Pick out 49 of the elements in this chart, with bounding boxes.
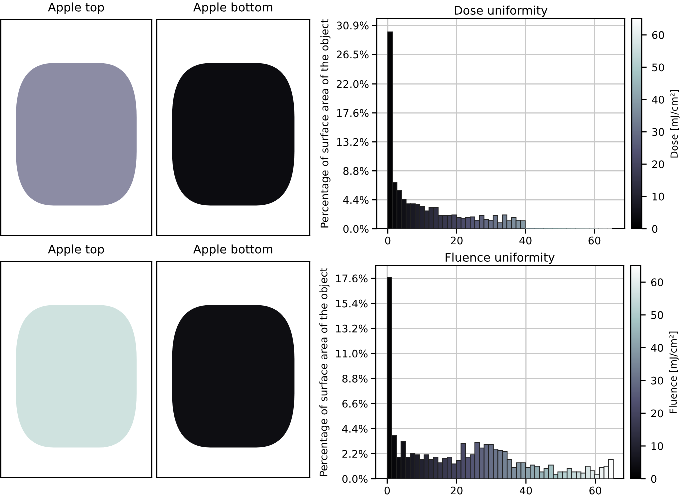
y-tick-label: 30.9% bbox=[337, 22, 369, 30]
chart-title: Fluence uniformity bbox=[446, 252, 555, 264]
color-bar-label: 10 bbox=[652, 192, 664, 201]
color-bar-title: Dose [mJ/cm²] bbox=[670, 90, 680, 158]
color-bar-label: 0 bbox=[651, 475, 657, 484]
y-axis-title: Percentage of surface area of the object bbox=[320, 268, 330, 476]
y-tick-label: 17.6% bbox=[337, 109, 369, 118]
y-tick-label: 17.6% bbox=[336, 274, 368, 283]
text: Apple top bbox=[48, 244, 104, 256]
y-tick-label: 4.4% bbox=[342, 425, 368, 433]
x-tick-label: 40 bbox=[520, 486, 532, 495]
color-bar-label: 50 bbox=[652, 64, 664, 72]
text: Apple bottom bbox=[194, 2, 273, 14]
y-tick-label: 6.6% bbox=[342, 400, 368, 408]
y-tick-label: 8.8% bbox=[342, 374, 368, 383]
color-bar-label: 60 bbox=[651, 278, 664, 286]
y-tick-label: 26.5% bbox=[337, 50, 369, 59]
chart-title: Dose uniformity bbox=[455, 6, 548, 18]
y-tick-label: 0.0% bbox=[342, 475, 368, 484]
color-bar-label: 10 bbox=[652, 442, 664, 450]
color-bar-label: 20 bbox=[651, 410, 664, 418]
color-bar-label: 0 bbox=[652, 225, 658, 234]
y-tick-label: 22.0% bbox=[337, 80, 369, 88]
text: Apple bottom bbox=[194, 244, 273, 256]
y-tick-label: 15.4% bbox=[336, 300, 368, 308]
x-tick-label: 0 bbox=[384, 486, 390, 495]
color-bar-label: 40 bbox=[652, 96, 664, 104]
x-tick-label: 40 bbox=[520, 236, 532, 245]
color-bar-title: Fluence [mJ/cm²] bbox=[670, 332, 679, 414]
y-tick-label: 4.4% bbox=[343, 196, 369, 204]
y-tick-label: 8.8% bbox=[344, 167, 369, 176]
x-tick-label: 0 bbox=[385, 236, 391, 245]
y-tick-label: 13.2% bbox=[337, 138, 369, 146]
x-tick-label: 60 bbox=[590, 486, 602, 495]
color-bar-label: 30 bbox=[652, 128, 664, 136]
y-tick-label: 2.2% bbox=[342, 450, 368, 458]
y-tick-label: 0.0% bbox=[344, 225, 369, 234]
y-tick-label: 11.0% bbox=[336, 350, 368, 358]
x-tick-label: 20 bbox=[451, 236, 463, 245]
y-tick-label: 13.2% bbox=[336, 324, 368, 333]
color-bar-label: 30 bbox=[652, 376, 664, 385]
x-tick-label: 60 bbox=[588, 236, 601, 245]
y-axis-title: Percentage of surface area of the object bbox=[320, 20, 331, 228]
color-bar-label: 20 bbox=[652, 160, 664, 168]
color-bar-label: 50 bbox=[652, 311, 664, 320]
text: Apple top bbox=[48, 2, 104, 14]
color-bar-label: 40 bbox=[651, 344, 664, 352]
x-tick-label: 20 bbox=[450, 486, 463, 495]
color-bar-label: 60 bbox=[652, 31, 664, 40]
